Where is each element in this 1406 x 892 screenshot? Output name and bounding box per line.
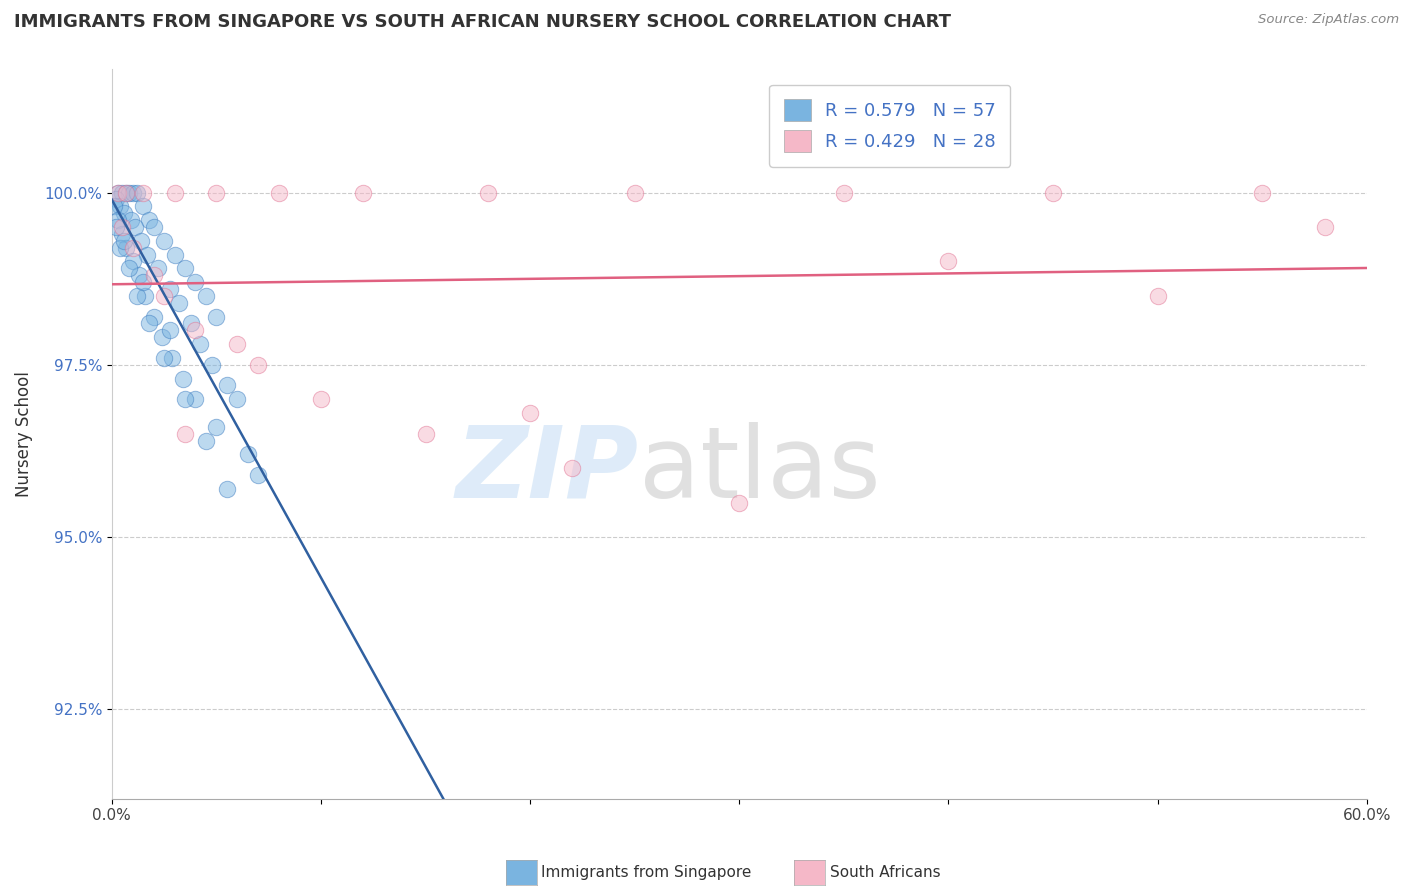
- Point: [121, 254, 143, 268]
- Point: [938, 254, 960, 268]
- Point: [128, 268, 150, 283]
- Point: [150, 330, 173, 344]
- Point: [121, 186, 143, 200]
- Point: [121, 241, 143, 255]
- Y-axis label: Nursery School: Nursery School: [15, 371, 32, 497]
- Point: [247, 467, 270, 482]
- Point: [115, 186, 138, 200]
- Point: [1146, 289, 1168, 303]
- Text: ZIP: ZIP: [456, 422, 638, 518]
- Point: [215, 378, 238, 392]
- Point: [138, 317, 160, 331]
- Point: [105, 193, 128, 207]
- Point: [623, 186, 645, 200]
- Point: [194, 434, 217, 448]
- Point: [201, 358, 224, 372]
- Point: [180, 317, 202, 331]
- Point: [108, 241, 131, 255]
- Point: [159, 323, 181, 337]
- Point: [832, 186, 855, 200]
- Point: [111, 186, 134, 200]
- Point: [111, 227, 134, 241]
- Point: [205, 186, 228, 200]
- Text: South Africans: South Africans: [830, 865, 941, 880]
- Point: [115, 186, 138, 200]
- Point: [107, 213, 129, 227]
- Point: [117, 261, 139, 276]
- Point: [247, 358, 270, 372]
- Point: [159, 282, 181, 296]
- Point: [132, 199, 155, 213]
- Point: [172, 371, 194, 385]
- Point: [1042, 186, 1064, 200]
- Text: Immigrants from Singapore: Immigrants from Singapore: [541, 865, 752, 880]
- Point: [105, 219, 128, 234]
- Point: [129, 234, 152, 248]
- Point: [142, 268, 165, 283]
- Point: [162, 351, 184, 365]
- Point: [226, 392, 249, 407]
- Text: IMMIGRANTS FROM SINGAPORE VS SOUTH AFRICAN NURSERY SCHOOL CORRELATION CHART: IMMIGRANTS FROM SINGAPORE VS SOUTH AFRIC…: [14, 13, 950, 31]
- Point: [132, 275, 155, 289]
- Point: [142, 219, 165, 234]
- Point: [108, 199, 131, 213]
- Point: [184, 392, 207, 407]
- Point: [138, 213, 160, 227]
- Point: [111, 219, 134, 234]
- Legend: R = 0.579   N = 57, R = 0.429   N = 28: R = 0.579 N = 57, R = 0.429 N = 28: [769, 85, 1011, 167]
- Point: [112, 234, 135, 248]
- Point: [103, 199, 125, 213]
- Point: [477, 186, 499, 200]
- Point: [117, 186, 139, 200]
- Text: atlas: atlas: [638, 422, 880, 518]
- Point: [174, 392, 197, 407]
- Point: [142, 310, 165, 324]
- Point: [153, 351, 176, 365]
- Point: [107, 186, 129, 200]
- Point: [184, 323, 207, 337]
- Point: [1313, 219, 1336, 234]
- Point: [309, 392, 332, 407]
- Point: [728, 495, 751, 509]
- Point: [561, 461, 583, 475]
- Point: [174, 426, 197, 441]
- Point: [125, 289, 148, 303]
- Point: [194, 289, 217, 303]
- Text: Source: ZipAtlas.com: Source: ZipAtlas.com: [1258, 13, 1399, 27]
- Point: [226, 337, 249, 351]
- Point: [107, 186, 129, 200]
- Point: [146, 261, 169, 276]
- Point: [125, 186, 148, 200]
- Point: [112, 206, 135, 220]
- Point: [205, 310, 228, 324]
- Point: [415, 426, 437, 441]
- Point: [236, 447, 259, 461]
- Point: [167, 295, 190, 310]
- Point: [153, 234, 176, 248]
- Point: [163, 247, 186, 261]
- Point: [215, 482, 238, 496]
- Point: [188, 337, 211, 351]
- Point: [163, 186, 186, 200]
- Point: [184, 275, 207, 289]
- Point: [519, 406, 541, 420]
- Point: [269, 186, 291, 200]
- Point: [120, 213, 142, 227]
- Point: [124, 219, 146, 234]
- Point: [153, 289, 176, 303]
- Point: [205, 419, 228, 434]
- Point: [136, 247, 159, 261]
- Point: [132, 186, 155, 200]
- Point: [115, 241, 138, 255]
- Point: [1251, 186, 1274, 200]
- Point: [174, 261, 197, 276]
- Point: [352, 186, 374, 200]
- Point: [134, 289, 156, 303]
